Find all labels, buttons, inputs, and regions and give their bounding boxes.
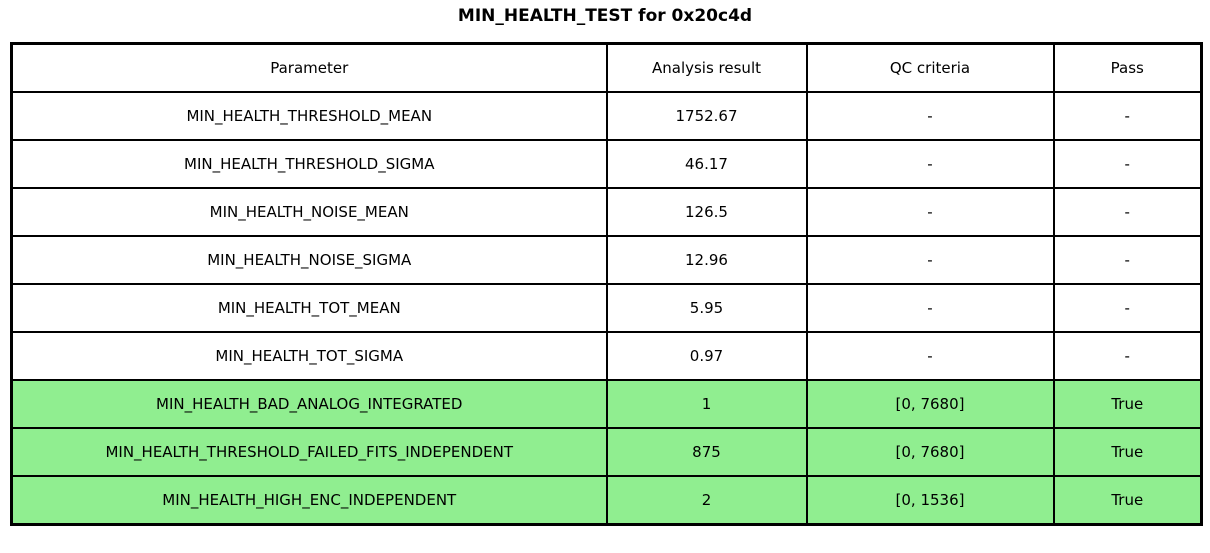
table-row-passed: MIN_HEALTH_THRESHOLD_FAILED_FITS_INDEPEN… xyxy=(10,427,1203,477)
cell-qc-criteria: - xyxy=(805,139,1055,189)
cell-parameter: MIN_HEALTH_THRESHOLD_MEAN xyxy=(10,91,608,141)
cell-pass: - xyxy=(1052,139,1203,189)
cell-pass: - xyxy=(1052,91,1203,141)
results-table: Parameter Analysis result QC criteria Pa… xyxy=(10,42,1203,526)
cell-analysis-result: 1 xyxy=(605,379,808,429)
table-row: MIN_HEALTH_TOT_SIGMA 0.97 - - xyxy=(10,331,1203,381)
cell-qc-criteria: - xyxy=(805,331,1055,381)
table-row: MIN_HEALTH_TOT_MEAN 5.95 - - xyxy=(10,283,1203,333)
cell-analysis-result: 0.97 xyxy=(605,331,808,381)
cell-qc-criteria: - xyxy=(805,187,1055,237)
cell-pass: - xyxy=(1052,331,1203,381)
cell-parameter: MIN_HEALTH_NOISE_MEAN xyxy=(10,187,608,237)
cell-pass: True xyxy=(1052,475,1203,526)
table-row-passed: MIN_HEALTH_HIGH_ENC_INDEPENDENT 2 [0, 15… xyxy=(10,475,1203,526)
cell-analysis-result: 46.17 xyxy=(605,139,808,189)
cell-pass: - xyxy=(1052,187,1203,237)
cell-parameter: MIN_HEALTH_TOT_MEAN xyxy=(10,283,608,333)
cell-parameter: MIN_HEALTH_BAD_ANALOG_INTEGRATED xyxy=(10,379,608,429)
cell-analysis-result: 126.5 xyxy=(605,187,808,237)
cell-qc-criteria: [0, 7680] xyxy=(805,427,1055,477)
column-header-analysis-result: Analysis result xyxy=(605,42,808,93)
cell-analysis-result: 2 xyxy=(605,475,808,526)
cell-parameter: MIN_HEALTH_NOISE_SIGMA xyxy=(10,235,608,285)
cell-parameter: MIN_HEALTH_HIGH_ENC_INDEPENDENT xyxy=(10,475,608,526)
cell-analysis-result: 1752.67 xyxy=(605,91,808,141)
cell-qc-criteria: [0, 1536] xyxy=(805,475,1055,526)
cell-pass: - xyxy=(1052,235,1203,285)
table-header-row: Parameter Analysis result QC criteria Pa… xyxy=(10,42,1203,93)
cell-analysis-result: 12.96 xyxy=(605,235,808,285)
cell-parameter: MIN_HEALTH_TOT_SIGMA xyxy=(10,331,608,381)
cell-pass: True xyxy=(1052,427,1203,477)
table-row-passed: MIN_HEALTH_BAD_ANALOG_INTEGRATED 1 [0, 7… xyxy=(10,379,1203,429)
cell-pass: - xyxy=(1052,283,1203,333)
page-title: MIN_HEALTH_TEST for 0x20c4d xyxy=(457,6,753,26)
table-row: MIN_HEALTH_NOISE_SIGMA 12.96 - - xyxy=(10,235,1203,285)
column-header-parameter: Parameter xyxy=(10,42,608,93)
cell-analysis-result: 875 xyxy=(605,427,808,477)
column-header-qc-criteria: QC criteria xyxy=(805,42,1055,93)
cell-qc-criteria: - xyxy=(805,91,1055,141)
cell-qc-criteria: [0, 7680] xyxy=(805,379,1055,429)
column-header-pass: Pass xyxy=(1052,42,1203,93)
cell-analysis-result: 5.95 xyxy=(605,283,808,333)
cell-qc-criteria: - xyxy=(805,235,1055,285)
table-row: MIN_HEALTH_NOISE_MEAN 126.5 - - xyxy=(10,187,1203,237)
cell-qc-criteria: - xyxy=(805,283,1055,333)
cell-parameter: MIN_HEALTH_THRESHOLD_FAILED_FITS_INDEPEN… xyxy=(10,427,608,477)
cell-pass: True xyxy=(1052,379,1203,429)
table-row: MIN_HEALTH_THRESHOLD_SIGMA 46.17 - - xyxy=(10,139,1203,189)
table-row: MIN_HEALTH_THRESHOLD_MEAN 1752.67 - - xyxy=(10,91,1203,141)
cell-parameter: MIN_HEALTH_THRESHOLD_SIGMA xyxy=(10,139,608,189)
